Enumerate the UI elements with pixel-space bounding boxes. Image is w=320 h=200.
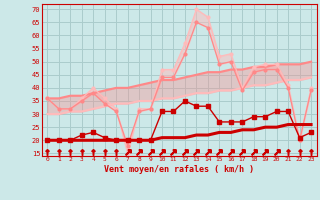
X-axis label: Vent moyen/en rafales ( km/h ): Vent moyen/en rafales ( km/h ) bbox=[104, 165, 254, 174]
